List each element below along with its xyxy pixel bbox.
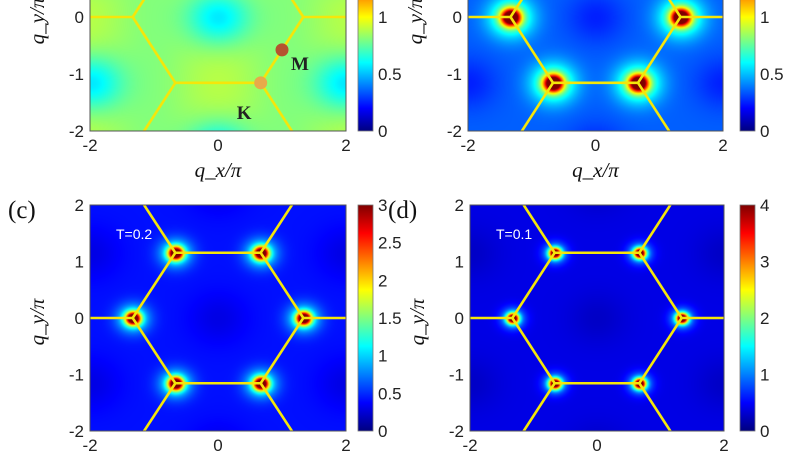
y-tick-label: -2: [447, 122, 462, 141]
zone-boundary-line: [520, 82, 555, 131]
zone-boundary-line: [259, 82, 294, 131]
brillouin-zone: [468, 0, 723, 131]
brillouin-zone: [90, 205, 346, 431]
zone-boundary-line: [259, 382, 294, 431]
y-tick-label: 0: [75, 309, 84, 328]
colorbar-tick-label: 2.5: [378, 234, 402, 253]
x-tick-label: 0: [592, 436, 601, 455]
colorbar-tick-label: 1.5: [378, 309, 402, 328]
x-tick-label: 2: [341, 436, 350, 455]
panel-label: (c): [8, 197, 36, 224]
colorbar-tick-label: 4: [760, 196, 769, 215]
y-tick-label: -1: [447, 65, 462, 84]
zone-boundary-line: [638, 382, 672, 431]
x-tick-label: -2: [82, 136, 97, 155]
y-tick-label: 2: [75, 196, 84, 215]
point-label: K: [237, 103, 252, 124]
colorbar-tick-label: 3: [378, 196, 387, 215]
zone-boundary-line: [636, 82, 671, 131]
x-axis-label: q_x/π: [195, 158, 242, 182]
y-tick-label: -2: [69, 422, 84, 441]
temperature-annotation: T=0.2: [116, 226, 152, 242]
x-tick-label: -2: [460, 136, 475, 155]
zone-boundary-line: [522, 382, 556, 431]
colorbar-tick-label: 1: [378, 347, 387, 366]
colorbar-tick-label: 0.5: [378, 384, 402, 403]
y-tick-label: -2: [449, 422, 464, 441]
zone-boundary-line: [638, 205, 672, 254]
panel-label: (d): [388, 197, 417, 224]
x-tick-label: 0: [213, 436, 222, 455]
x-tick-label: -2: [82, 436, 97, 455]
y-tick-label: -1: [69, 65, 84, 84]
colorbar-tick-label: 1: [760, 366, 769, 385]
panel-c: -2 0 2 -2 -1 0 1 2 q_y/π (c) T=0.2 0 0.5 1 1.5 2 2.5 3: [8, 196, 402, 455]
colorbar: [739, 204, 756, 432]
colorbar-tick-label: 0.5: [378, 65, 402, 84]
plot-frame: [467, 0, 724, 132]
colorbar-tick-label: 2: [760, 309, 769, 328]
heatmap-field: [90, 0, 346, 131]
x-tick-label: -2: [462, 436, 477, 455]
colorbar: [357, 204, 374, 432]
y-tick-label: 0: [75, 8, 84, 27]
y-tick-label: 1: [455, 253, 464, 272]
zone-boundary-line: [522, 205, 556, 254]
colorbar-tick-label: 3: [760, 253, 769, 272]
y-axis-label: q_y/π: [25, 298, 49, 345]
brillouin-zone-hexagon: [508, 0, 683, 85]
y-tick-label: 0: [455, 309, 464, 328]
plot-frame: [89, 204, 347, 432]
heatmap-field: [468, 0, 723, 131]
zone-boundary-line: [142, 82, 177, 131]
x-axis-label: q_x/π: [572, 158, 619, 182]
colorbar: [739, 0, 756, 132]
plot-frame: [89, 0, 347, 132]
colorbar-tick-label: 0: [378, 422, 387, 441]
y-tick-label: 0: [453, 8, 462, 27]
colorbar-tick-label: 1: [760, 8, 769, 27]
plot-frame: [469, 204, 725, 432]
x-tick-label: 2: [718, 136, 727, 155]
colorbar-tick-label: 1: [378, 8, 387, 27]
colorbar: [357, 0, 374, 132]
y-tick-label: -1: [449, 366, 464, 385]
brillouin-zone: [470, 205, 724, 431]
zone-boundary-line: [259, 205, 294, 254]
y-axis-label: q_y/π: [405, 298, 429, 345]
y-tick-label: -2: [69, 122, 84, 141]
high-symmetry-point-K: [254, 76, 268, 90]
y-axis-label: q_y/π: [403, 0, 427, 44]
point-label: M: [291, 54, 309, 75]
brillouin-zone-hexagon: [510, 251, 684, 385]
zone-boundary-line: [142, 205, 177, 254]
x-tick-label: 0: [591, 136, 600, 155]
colorbar-tick-label: 0.5: [760, 65, 784, 84]
y-tick-label: -1: [69, 366, 84, 385]
x-tick-label: 0: [213, 136, 222, 155]
colorbar-tick-label: 0: [760, 422, 769, 441]
colorbar-tick-label: 0: [760, 122, 769, 141]
y-tick-label: 2: [455, 196, 464, 215]
high-symmetry-point-M: [275, 43, 289, 57]
temperature-annotation: T=0.1: [496, 226, 532, 242]
x-tick-label: 2: [719, 436, 728, 455]
brillouin-zone-hexagon: [131, 0, 305, 85]
panel-b: -2 0 2 -2 -1 0 q_y/π q_x/π 0 0.5 1: [403, 0, 784, 182]
brillouin-zone-hexagon: [131, 251, 305, 385]
y-axis-label: q_y/π: [25, 0, 49, 44]
x-tick-label: 2: [341, 136, 350, 155]
y-tick-label: 1: [75, 253, 84, 272]
panel-d: -2 0 2 -2 -1 0 1 2 q_y/π (d) T=0.1 0 1 2 3 4: [388, 196, 769, 455]
colorbar-tick-label: 2: [378, 271, 387, 290]
colorbar-tick-label: 0: [378, 122, 387, 141]
zone-boundary-line: [142, 382, 177, 431]
